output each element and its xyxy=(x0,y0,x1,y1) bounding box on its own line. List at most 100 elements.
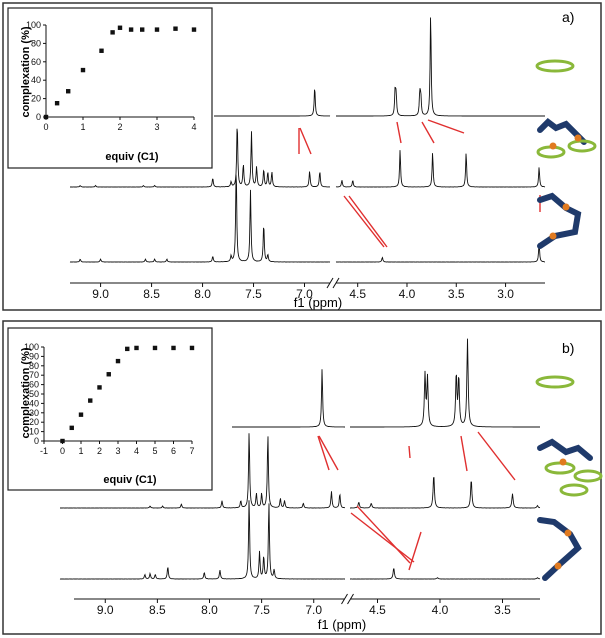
inset-x-tick-label: 4 xyxy=(191,122,196,132)
inset-x-tick-label: 3 xyxy=(115,446,120,456)
inset-x-tick-label: 0 xyxy=(60,446,65,456)
inset-y-tick-label: 70 xyxy=(29,370,39,380)
inset-y-tick-label: 10 xyxy=(29,427,39,437)
correlation-line xyxy=(408,445,411,459)
inset-x-tick-label: 1 xyxy=(80,122,85,132)
correlation-line xyxy=(356,505,411,564)
inset-data-point xyxy=(154,27,160,32)
inset-data-point xyxy=(97,385,102,390)
inset-y-tick-label: 80 xyxy=(31,38,41,48)
inset-data-point xyxy=(134,345,139,351)
axis-break-mark xyxy=(347,593,354,605)
inset-y-tick-label: 50 xyxy=(29,389,39,399)
ring-icon xyxy=(535,59,575,389)
inset-y-tick-label: 100 xyxy=(26,20,41,30)
inset-x-tick-label: 0 xyxy=(43,122,48,132)
x-tick-label: 8.5 xyxy=(143,287,160,301)
inset-y-tick-label: 80 xyxy=(29,361,39,371)
inset-data-point xyxy=(115,358,121,364)
correlation-line xyxy=(477,431,516,481)
inset-x-tick-label: 2 xyxy=(117,122,122,132)
panel-a-frame xyxy=(2,2,602,311)
correlation-line xyxy=(318,435,339,471)
inset-data-point xyxy=(128,27,134,32)
x-tick-label: 7.0 xyxy=(305,603,322,617)
correlation-line xyxy=(343,195,385,248)
inset-data-point xyxy=(110,30,115,35)
inset-y-tick-label: 20 xyxy=(31,94,41,104)
inset-data-point xyxy=(140,27,145,32)
x-tick-label: 3.5 xyxy=(448,287,465,301)
inset-x-tick-label: 7 xyxy=(189,446,194,456)
axis-break-mark xyxy=(326,277,334,289)
spectrum-trace-1 xyxy=(232,338,540,428)
thread-icon xyxy=(537,192,582,249)
panel-a-label: a) xyxy=(562,9,574,25)
thread-icon-b xyxy=(537,517,582,581)
inset-b-frame xyxy=(7,327,213,491)
inset-x-tick-label: 4 xyxy=(134,446,139,456)
correlation-line xyxy=(421,121,435,144)
inset-data-point xyxy=(125,346,130,352)
correlation-line xyxy=(317,435,330,471)
inset-x-tick-label: 3 xyxy=(154,122,159,132)
x-tick-label: 9.0 xyxy=(92,287,109,301)
correlation-line xyxy=(348,195,388,248)
x-tick-label: 7.5 xyxy=(253,603,270,617)
correlation-line xyxy=(460,435,468,472)
inset-data-point xyxy=(78,412,84,417)
x-tick-label: 4.0 xyxy=(432,603,449,617)
spectrum-trace-2 xyxy=(60,433,541,509)
inset-data-point xyxy=(152,345,158,351)
panel-b: 9.0 8.5 8.0 7.5 7.0 4.5 4.0 3.5 xyxy=(59,338,541,617)
inset-y-tick-label: 40 xyxy=(31,75,41,85)
inset-y-tick-label: 30 xyxy=(29,408,39,418)
inset-data-point xyxy=(80,67,86,73)
spectrum-trace-3 xyxy=(69,174,545,263)
rotaxane-complex-icon-b xyxy=(537,438,603,497)
x-tick-label: 4.0 xyxy=(399,287,416,301)
inset-x-tick-label: 5 xyxy=(152,446,157,456)
axis-break-mark xyxy=(341,593,348,605)
inset-y-tick-label: 100 xyxy=(24,342,39,352)
panel-a-xlabel: f1 (ppm) xyxy=(294,295,342,310)
x-tick-label: 7.5 xyxy=(245,287,262,301)
inset-data-point xyxy=(117,25,123,30)
correlation-line xyxy=(408,531,422,571)
inset-a-ylabel: complexation (%) xyxy=(20,26,32,117)
spectrum-trace-1 xyxy=(214,17,545,117)
inset-data-point xyxy=(88,398,93,403)
correlation-line xyxy=(350,512,415,563)
inset-a-xlabel: equiv (C1) xyxy=(105,151,159,163)
inset-x-tick-label: 6 xyxy=(171,446,176,456)
x-tick-label: 4.5 xyxy=(369,603,386,617)
rotaxane-complex-icon xyxy=(536,118,597,159)
x-tick-label: 3.5 xyxy=(494,603,511,617)
inset-y-tick-label: 60 xyxy=(29,380,39,390)
x-tick-label: 9.0 xyxy=(97,603,114,617)
inset-data-point xyxy=(191,27,197,32)
inset-data-point xyxy=(66,89,71,94)
inset-y-tick-label: 20 xyxy=(29,417,39,427)
correlation-line xyxy=(299,127,312,155)
inset-data-point xyxy=(60,438,65,444)
x-tick-label: 8.0 xyxy=(201,603,218,617)
inset-b-ylabel: complexation (%) xyxy=(20,347,32,438)
inset-data-point xyxy=(173,26,178,31)
correlation-line xyxy=(396,121,402,144)
panel-b-xlabel: f1 (ppm) xyxy=(318,617,366,632)
inset-data-point xyxy=(99,48,104,53)
inset-data-point xyxy=(189,345,195,351)
x-tick-label: 8.5 xyxy=(149,603,166,617)
inset-x-tick-label: 1 xyxy=(78,446,83,456)
x-tick-label: 8.0 xyxy=(194,287,211,301)
inset-b-xlabel: equiv (C1) xyxy=(103,474,157,486)
inset-data-point xyxy=(54,101,60,106)
inset-data-point xyxy=(69,425,74,431)
inset-y-tick-label: 0 xyxy=(36,112,41,122)
inset-data-point xyxy=(171,345,176,351)
inset-y-tick-label: 60 xyxy=(31,57,41,67)
